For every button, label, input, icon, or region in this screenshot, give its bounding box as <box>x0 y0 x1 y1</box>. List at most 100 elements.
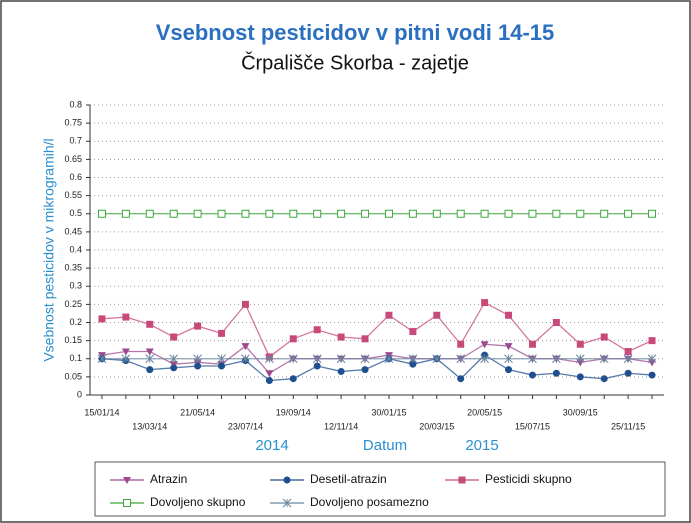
x-tick-label: 19/09/14 <box>276 407 311 417</box>
x-axis-label: Datum <box>363 437 407 454</box>
data-point <box>505 366 513 374</box>
y-tick-label: 0.55 <box>64 190 82 200</box>
data-point <box>313 209 322 218</box>
x-tick-label: 30/09/15 <box>563 407 598 417</box>
chart-title: Vsebnost pesticidov v pitni vodi 14-15 <box>156 20 555 45</box>
data-point <box>385 311 393 319</box>
data-point <box>481 299 489 307</box>
y-tick-label: 0.2 <box>69 317 82 327</box>
data-point <box>480 209 489 218</box>
data-point <box>121 354 131 364</box>
legend-marker <box>123 499 131 507</box>
data-point <box>337 367 345 375</box>
x-tick-label: 15/01/14 <box>84 407 119 417</box>
legend-marker <box>282 498 292 508</box>
data-point <box>408 354 418 364</box>
data-point <box>194 362 202 370</box>
data-point <box>288 354 298 364</box>
data-point <box>193 209 202 218</box>
data-point <box>241 300 249 308</box>
data-point <box>121 209 130 218</box>
data-point <box>528 354 537 364</box>
legend-label: Pesticidi skupno <box>485 472 572 486</box>
data-point <box>313 326 321 334</box>
y-tick-label: 0.45 <box>64 226 82 236</box>
data-point <box>600 375 608 383</box>
data-point <box>528 209 537 218</box>
data-point <box>265 209 274 218</box>
data-point <box>97 354 107 364</box>
data-point <box>361 209 370 218</box>
data-point <box>217 354 226 364</box>
x-tick-label: 25/11/15 <box>611 421 645 431</box>
data-point <box>384 354 394 364</box>
data-point <box>552 319 560 326</box>
series-line <box>101 354 653 382</box>
legend-marker <box>458 476 466 484</box>
data-point <box>624 209 633 218</box>
legend-label: Dovoljeno posamezno <box>310 495 429 509</box>
data-point <box>241 209 250 218</box>
data-point <box>432 354 442 364</box>
data-point <box>97 209 106 218</box>
data-point <box>218 329 226 337</box>
data-point <box>552 369 560 377</box>
data-point <box>361 335 369 343</box>
legend-label: Dovoljeno skupno <box>150 495 246 509</box>
data-point <box>337 209 346 218</box>
data-point <box>336 354 346 364</box>
data-point <box>504 354 513 364</box>
data-point <box>528 340 536 348</box>
y-tick-label: 0.15 <box>64 335 82 345</box>
x-tick-label: 13/03/14 <box>132 421 167 431</box>
data-point <box>456 354 466 364</box>
data-point <box>409 360 417 368</box>
x-tick-label: 15/07/15 <box>515 421 550 431</box>
data-point <box>194 322 202 330</box>
data-point <box>552 354 561 364</box>
data-point <box>648 337 656 345</box>
data-point <box>121 348 130 356</box>
x-tick-label: 20/05/15 <box>467 407 502 417</box>
y-tick-label: 0 <box>77 389 82 399</box>
data-point <box>289 209 298 218</box>
y-axis-label: Vsebnost pesticidov v mikrogramih/l <box>41 138 57 361</box>
y-tick-label: 0.35 <box>64 263 82 273</box>
data-point <box>145 348 154 356</box>
year-annotation: 2015 <box>465 437 498 454</box>
y-tick-label: 0.8 <box>69 99 82 109</box>
data-point <box>312 354 322 364</box>
y-tick-label: 0.7 <box>69 136 82 146</box>
data-point <box>170 364 178 372</box>
data-point <box>265 370 274 378</box>
data-point <box>480 341 489 349</box>
x-tick-label: 21/05/14 <box>180 407 215 417</box>
data-point <box>384 209 393 218</box>
data-point <box>432 209 441 218</box>
legend-box <box>94 461 666 517</box>
data-point <box>169 209 178 218</box>
data-point <box>624 348 632 355</box>
data-point <box>648 209 657 218</box>
data-point <box>170 333 178 341</box>
y-tick-label: 0.6 <box>69 172 82 182</box>
data-point <box>576 340 584 348</box>
data-point <box>647 354 657 364</box>
data-point <box>600 209 609 218</box>
data-point <box>218 362 226 370</box>
legend-marker <box>283 476 291 484</box>
data-point <box>457 340 465 348</box>
data-point <box>504 343 513 351</box>
data-point <box>337 333 345 341</box>
y-tick-label: 0.25 <box>64 299 82 309</box>
data-point <box>505 311 513 319</box>
data-point <box>409 328 417 336</box>
data-point <box>648 371 656 379</box>
data-point <box>265 377 273 384</box>
data-point <box>528 371 536 379</box>
data-point <box>623 354 633 364</box>
data-point <box>145 354 155 364</box>
legend-marker <box>123 477 131 484</box>
data-point <box>289 335 297 343</box>
